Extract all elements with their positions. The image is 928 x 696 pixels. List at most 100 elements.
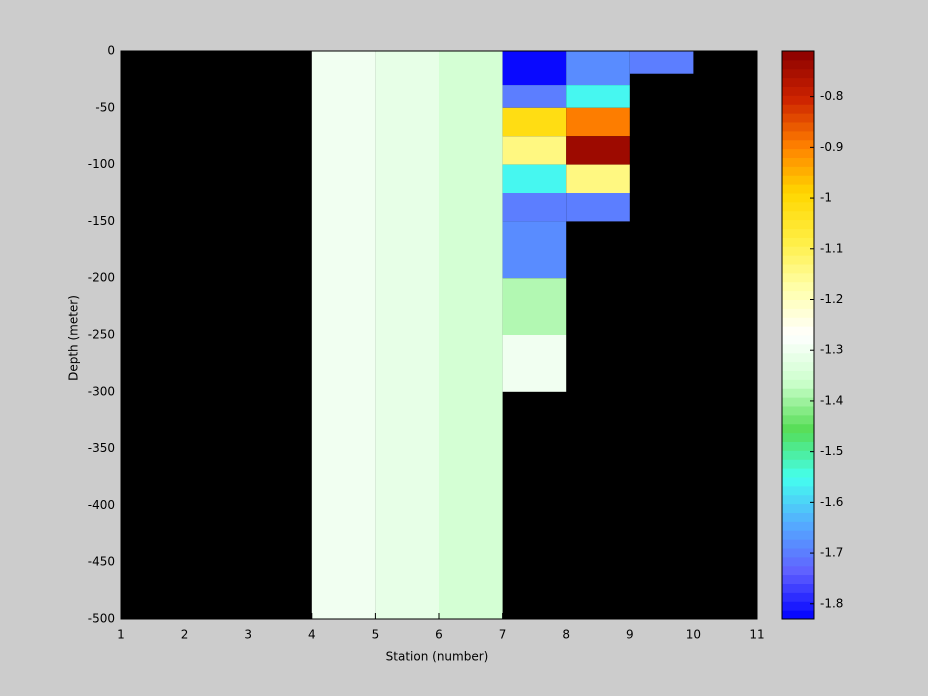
colorbar-band — [782, 556, 814, 567]
colorbar-band — [782, 406, 814, 416]
colorbar-band — [782, 157, 814, 167]
x-tick-label: 7 — [499, 628, 507, 642]
colorbar-tick-label: -1 — [820, 191, 832, 205]
colorbar-band — [782, 86, 814, 96]
colorbar-band — [782, 139, 814, 150]
colorbar-band — [782, 59, 814, 70]
colorbar-band — [782, 237, 814, 247]
heat-cell — [566, 85, 630, 108]
y-tick-label: 0 — [107, 44, 115, 58]
x-tick-label: 4 — [308, 628, 316, 642]
colorbar-band — [782, 352, 814, 363]
plot-frame — [120, 50, 758, 620]
colorbar-band — [782, 299, 814, 309]
colorbar-band — [782, 210, 814, 221]
x-tick-label: 10 — [686, 628, 701, 642]
heat-cell — [566, 193, 630, 222]
colorbar-band — [782, 148, 814, 158]
colorbar-band — [782, 308, 814, 318]
colorbar-band — [782, 565, 814, 576]
colorbar-tick-label: -1.2 — [820, 292, 843, 306]
y-tick-label: -200 — [88, 271, 115, 285]
heat-cell — [502, 164, 567, 193]
colorbar-band — [782, 521, 814, 531]
colorbar-tick-label: -1.4 — [820, 393, 843, 407]
colorbar-band — [782, 51, 814, 61]
colorbar-band — [782, 450, 814, 460]
colorbar-band — [782, 175, 814, 185]
colorbar-band — [782, 95, 814, 105]
x-tick-label: 2 — [181, 628, 189, 642]
colorbar-frame — [781, 50, 815, 620]
heat-cell — [375, 51, 439, 619]
colorbar-tick-label: -0.8 — [820, 89, 843, 103]
heat-cell — [502, 51, 567, 86]
colorbar-band — [782, 574, 814, 584]
heat-cell — [502, 335, 567, 392]
colorbar-band — [782, 184, 814, 194]
colorbar-band — [782, 530, 814, 540]
colorbar-band — [782, 485, 814, 496]
colorbar-band — [782, 264, 814, 274]
colorbar-band — [782, 343, 814, 354]
colorbar-tick-label: -1.7 — [820, 546, 843, 560]
colorbar-band — [782, 193, 814, 203]
colorbar-band — [782, 601, 814, 611]
x-tick-label: 9 — [626, 628, 634, 642]
y-tick-label: -500 — [88, 612, 115, 626]
colorbar-band — [782, 423, 814, 434]
colorbar-band — [782, 468, 814, 478]
colorbar-band — [782, 432, 814, 442]
colorbar-band — [782, 397, 814, 407]
x-tick-label: 5 — [372, 628, 380, 642]
colorbar-band — [782, 370, 814, 380]
y-tick-label: -150 — [88, 214, 115, 228]
heat-cell — [502, 107, 567, 137]
colorbar-band — [782, 130, 814, 141]
colorbar-band — [782, 583, 814, 593]
x-tick-label: 8 — [562, 628, 570, 642]
colorbar-band — [782, 255, 814, 265]
colorbar-band — [782, 219, 814, 229]
colorbar-band — [782, 477, 814, 487]
y-tick-label: -400 — [88, 498, 115, 512]
colorbar-band — [782, 272, 814, 283]
heat-cell — [502, 193, 567, 222]
colorbar-band — [782, 290, 814, 300]
colorbar-band — [782, 379, 814, 389]
colorbar-band — [782, 122, 814, 132]
heat-cell — [566, 136, 630, 165]
heat-cell — [629, 51, 694, 74]
colorbar-tick-label: -0.9 — [820, 140, 843, 154]
y-tick-label: -300 — [88, 384, 115, 398]
colorbar-band — [782, 610, 814, 620]
colorbar-band — [782, 326, 814, 336]
heat-cell — [566, 51, 630, 86]
y-tick-label: -100 — [88, 157, 115, 171]
x-tick-label: 1 — [117, 628, 125, 642]
colorbar-tick-label: -1.8 — [820, 596, 843, 610]
colorbar-tick-label: -1.5 — [820, 444, 843, 458]
heat-cell — [566, 164, 630, 193]
colorbar-tick-label: -1.6 — [820, 495, 843, 509]
colorbar-band — [782, 317, 814, 327]
heat-cell — [502, 85, 567, 108]
colorbar-band — [782, 512, 814, 522]
x-tick-label: 11 — [749, 628, 764, 642]
colorbar-band — [782, 503, 814, 513]
y-tick-label: -50 — [95, 100, 115, 114]
colorbar-band — [782, 77, 814, 87]
heat-cell — [502, 221, 567, 279]
colorbar-band — [782, 592, 814, 602]
colorbar-band — [782, 201, 814, 212]
colorbar-band — [782, 361, 814, 371]
colorbar-band — [782, 441, 814, 451]
heat-cell — [439, 51, 503, 619]
colorbar-band — [782, 281, 814, 292]
colorbar-band — [782, 228, 814, 238]
y-tick-label: -350 — [88, 441, 115, 455]
y-tick-label: -450 — [88, 555, 115, 569]
colorbar-band — [782, 166, 814, 176]
